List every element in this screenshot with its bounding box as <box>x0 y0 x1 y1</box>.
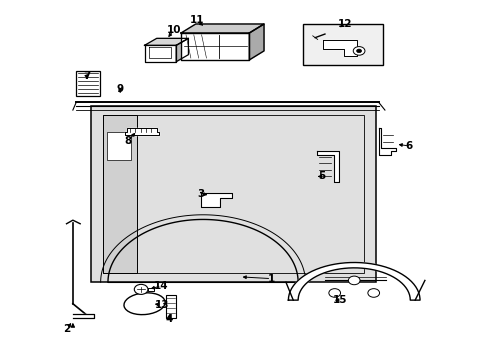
Bar <box>107 132 131 160</box>
Polygon shape <box>148 288 154 291</box>
Polygon shape <box>144 39 188 45</box>
Circle shape <box>352 46 364 55</box>
Bar <box>103 116 363 273</box>
Polygon shape <box>181 24 264 33</box>
Bar <box>165 295 176 318</box>
Text: 1: 1 <box>267 274 274 284</box>
Polygon shape <box>181 33 249 60</box>
Text: 14: 14 <box>154 281 168 291</box>
Text: 5: 5 <box>317 171 325 181</box>
Circle shape <box>328 289 340 297</box>
Text: 10: 10 <box>166 25 181 35</box>
Polygon shape <box>378 128 395 155</box>
Ellipse shape <box>124 293 165 315</box>
Bar <box>103 116 137 273</box>
Text: 15: 15 <box>332 295 346 305</box>
Polygon shape <box>76 315 91 317</box>
Text: 12: 12 <box>337 19 351 29</box>
Bar <box>76 71 100 96</box>
Text: 3: 3 <box>197 189 204 199</box>
Text: 8: 8 <box>124 136 132 145</box>
Text: 9: 9 <box>116 84 123 94</box>
Circle shape <box>134 284 148 294</box>
Polygon shape <box>288 262 419 300</box>
Text: 13: 13 <box>154 300 168 310</box>
Bar <box>91 107 375 282</box>
Polygon shape <box>144 45 176 62</box>
Polygon shape <box>322 40 356 56</box>
Text: 7: 7 <box>82 71 90 81</box>
Polygon shape <box>200 193 232 207</box>
Polygon shape <box>249 24 264 60</box>
Polygon shape <box>176 39 188 62</box>
Circle shape <box>347 276 359 285</box>
Bar <box>303 24 383 65</box>
Circle shape <box>367 289 379 297</box>
Text: 2: 2 <box>63 324 70 334</box>
Circle shape <box>356 49 361 53</box>
Polygon shape <box>125 128 159 135</box>
Text: 11: 11 <box>189 15 203 26</box>
Text: 4: 4 <box>165 314 172 324</box>
Text: 6: 6 <box>405 141 412 151</box>
Polygon shape <box>316 151 338 182</box>
